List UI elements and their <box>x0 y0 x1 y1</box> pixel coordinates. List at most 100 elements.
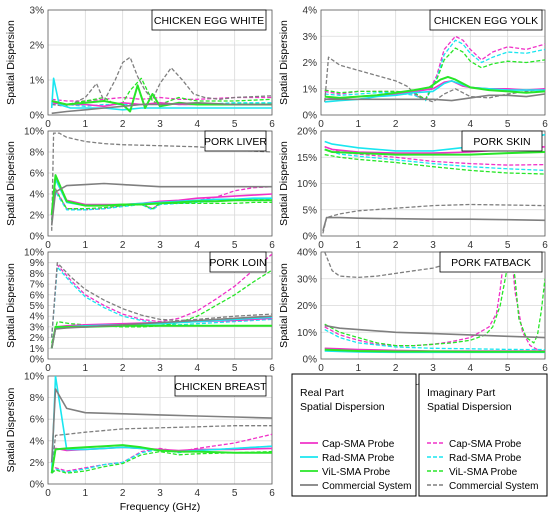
x-tick-label: 0 <box>318 119 324 130</box>
panel-title-box <box>151 9 267 31</box>
x-tick-label: 5 <box>232 488 238 499</box>
legend-real-label-rad: Rad-SMA Probe <box>322 453 395 464</box>
x-tick-label: 6 <box>269 119 275 130</box>
x-tick-label: 1 <box>356 240 362 251</box>
y-axis-label: Spatial Dispersion <box>5 20 17 105</box>
y-tick-label: 20% <box>297 127 317 138</box>
x-tick-label: 3 <box>157 363 163 374</box>
series-rad-real <box>50 376 272 474</box>
x-tick-label: 2 <box>393 119 399 130</box>
plot-frame <box>320 251 546 360</box>
legend-imag-heading-2: Spatial Dispersion <box>427 401 512 413</box>
x-tick-label: 3 <box>157 240 163 251</box>
x-tick-label: 6 <box>542 240 548 251</box>
x-tick-label: 2 <box>120 119 126 130</box>
plot-frame <box>320 130 546 237</box>
x-tick-label: 6 <box>269 488 275 499</box>
series-rad-imag <box>324 329 545 351</box>
series-vil-real <box>324 348 545 353</box>
y-tick-label: 0% <box>30 480 45 491</box>
y-tick-label: 2% <box>30 458 45 469</box>
series-vil-real <box>324 148 545 156</box>
y-axis-label: Spatial Dispersion <box>5 263 17 348</box>
x-tick-label: 6 <box>542 363 548 374</box>
y-tick-label: 15% <box>297 153 317 164</box>
series-vil-imag <box>51 189 272 221</box>
panel-4: 0%1%2%3%4%5%6%7%8%9%10% 0 1 2 3 4 5 6 PORK LOIN S… <box>5 248 275 375</box>
series-cap-imag <box>324 35 545 100</box>
panel-title-box <box>204 130 267 152</box>
panel-6: 0% 2% 4% 6% 8% 10% 0 1 2 3 4 5 6 CHICKEN BREAST Spatia… <box>5 372 275 514</box>
y-tick-label: 5% <box>30 301 45 312</box>
x-tick-label: 2 <box>120 240 126 251</box>
panel-title-box <box>461 130 543 152</box>
series-com-real <box>322 216 545 232</box>
panel-title: PORK LOIN <box>209 257 266 269</box>
x-tick-label: 5 <box>232 363 238 374</box>
y-tick-label: 3% <box>30 322 45 333</box>
x-tick-label: 5 <box>232 240 238 251</box>
series-com-real <box>324 93 545 102</box>
series-com-imag <box>51 262 272 338</box>
y-tick-label: 2% <box>30 41 45 52</box>
y-tick-label: 2% <box>30 211 45 222</box>
y-axis-label: Spatial Dispersion <box>278 263 290 348</box>
x-tick-label: 5 <box>505 240 511 251</box>
x-tick-label: 1 <box>356 119 362 130</box>
series-rad-imag <box>324 148 545 172</box>
x-tick-label: 5 <box>505 119 511 130</box>
series-com-real <box>50 388 272 463</box>
legend-imag: Imaginary Part Spatial Dispersion Cap-SM… <box>418 373 548 497</box>
y-axis-label: Spatial Dispersion <box>5 141 17 226</box>
x-tick-label: 3 <box>430 363 436 374</box>
x-tick-label: 2 <box>120 488 126 499</box>
y-tick-label: 4% <box>30 312 45 323</box>
legend-imag-label-rad: Rad-SMA Probe <box>449 453 522 464</box>
y-tick-label: 9% <box>30 258 45 269</box>
y-axis-label: Spatial Dispersion <box>278 141 290 226</box>
x-tick-label: 3 <box>157 119 163 130</box>
series-com-real <box>51 102 272 115</box>
y-tick-label: 0% <box>303 111 318 122</box>
x-tick-label: 0 <box>45 240 51 251</box>
series-com-imag <box>51 425 272 474</box>
series-vil-real <box>50 174 272 216</box>
panel-title-box <box>174 375 267 397</box>
series-vil-imag <box>51 450 272 474</box>
legend-imag-heading-1: Imaginary Part <box>427 387 495 399</box>
series-rad-imag <box>324 39 545 102</box>
panel-1: 0% 1% 2% 3% 4% 0 1 2 3 4 5 6 CHICKEN EGG YOLK Spatial… <box>278 6 548 131</box>
y-tick-label: 5% <box>303 205 318 216</box>
legend-real-label-com: Commercial System <box>322 481 411 492</box>
y-tick-label: 0% <box>303 355 318 366</box>
series-vil-imag <box>51 77 272 106</box>
x-tick-label: 4 <box>195 119 201 130</box>
y-axis-label: Spatial Dispersion <box>278 20 290 105</box>
series-com-real <box>324 324 545 339</box>
panel-title: PORK SKIN <box>473 136 530 148</box>
legend-imag-label-cap: Cap-SMA Probe <box>449 439 522 450</box>
x-tick-label: 2 <box>120 363 126 374</box>
x-tick-label: 3 <box>157 488 163 499</box>
series-cap-imag <box>51 253 272 338</box>
x-tick-label: 2 <box>393 363 399 374</box>
x-tick-label: 1 <box>83 119 89 130</box>
y-tick-label: 0% <box>30 355 45 366</box>
y-tick-label: 3% <box>303 32 318 43</box>
series-vil-real <box>50 444 272 474</box>
y-tick-label: 0% <box>30 111 45 122</box>
y-tick-label: 10% <box>24 372 44 383</box>
y-tick-label: 8% <box>30 148 45 159</box>
panel-title-box <box>439 251 543 273</box>
legend-real: Real Part Spatial Dispersion Cap-SMA Pro… <box>291 373 417 497</box>
panel-title-box <box>429 9 543 31</box>
series-cap-imag <box>324 252 545 352</box>
x-tick-label: 1 <box>83 240 89 251</box>
x-tick-label: 0 <box>318 363 324 374</box>
x-tick-label: 0 <box>318 240 324 251</box>
panel-title: CHICKEN BREAST <box>174 381 267 393</box>
y-tick-label: 4% <box>303 6 318 17</box>
x-tick-label: 1 <box>83 488 89 499</box>
x-tick-label: 4 <box>468 363 474 374</box>
